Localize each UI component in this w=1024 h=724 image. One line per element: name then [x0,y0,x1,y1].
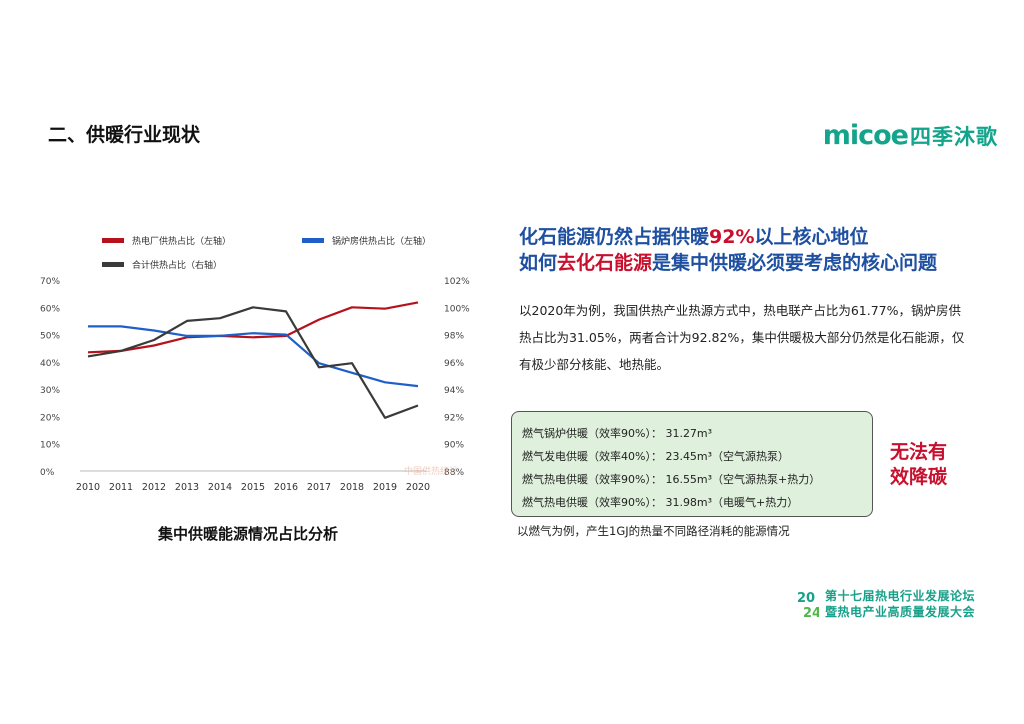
gas-consumption-box: 燃气锅炉供暖（效率90%）： 31.27m³ 燃气发电供暖（效率40%）： 23… [511,411,873,517]
y-left-tick-label: 10% [40,441,60,451]
headline-line-1: 化石能源仍然占据供暖92%以上核心地位 [519,224,937,250]
forum-title-line-2: 暨热电产业高质量发展大会 [825,605,976,619]
series-line-2 [88,325,419,388]
x-tick-label: 2011 [109,482,133,493]
y-left-tick-label: 20% [40,413,60,423]
y-left-tick-label: 70% [40,277,60,287]
x-tick-label: 2018 [340,482,364,493]
y-right-tick-label: 100% [444,304,470,314]
y-right-tick-label: 92% [444,413,464,423]
legend-swatch [102,238,124,243]
gas-row: 燃气热电供暖（效率90%）： 31.98m³（电暖气+热力） [522,496,799,509]
verdict-text: 无法有 效降碳 [890,440,980,490]
brand-logo-cn: 四季沐歌 [910,124,998,149]
gas-row: 燃气发电供暖（效率40%）： 23.45m³（空气源热泵） [522,450,790,463]
headline: 化石能源仍然占据供暖92%以上核心地位 如何去化石能源是集中供暖必须要考虑的核心… [519,224,937,276]
verdict-line: 无法有 [890,441,948,463]
summary-paragraph: 以2020年为例，我国供热产业热源方式中，热电联产占比为61.77%，锅炉房供热… [519,303,965,372]
x-tick-label: 2015 [241,482,265,493]
section-title: 二、供暖行业现状 [48,124,201,146]
gas-row: 燃气热电供暖（效率90%）： 16.55m³（空气源热泵+热力） [522,473,821,486]
x-tick-label: 2013 [175,482,199,493]
forum-title-line-1: 第十七届热电行业发展论坛 [825,589,976,603]
verdict-line: 效降碳 [890,466,948,488]
chart-caption: 集中供暖能源情况占比分析 [158,525,339,543]
brand-logo: micoe 四季沐歌 [823,120,998,151]
legend-label: 热电厂供热占比（左轴） [132,235,231,247]
y-left-tick-label: 50% [40,332,60,342]
x-tick-label: 2016 [274,482,298,493]
y-right-tick-label: 88% [444,468,464,478]
legend-label: 锅炉房供热占比（左轴） [332,235,431,247]
series-line-1 [87,301,419,354]
heating-share-chart: 0% 10% 20% 30% 40% 50% 60% 70% 88% 90% 92% 94% 96% 98… [40,226,480,516]
forum-year-bottom: 24 [803,606,819,621]
headline-line-2: 如何去化石能源是集中供暖必须要考虑的核心问题 [519,250,937,276]
brand-logo-latin: micoe [822,120,909,151]
chart-svg: 0% 10% 20% 30% 40% 50% 60% 70% 88% 90% 92% 94% 96% 98… [40,235,470,493]
y-left-tick-label: 40% [40,359,60,369]
forum-logo: 20 24 第十七届热电行业发展论坛 暨热电产业高质量发展大会 [797,588,976,621]
y-right-tick-label: 96% [444,359,464,369]
headline-highlight: 92% [709,226,755,248]
forum-year-top: 20 [797,591,815,606]
y-left-tick-label: 60% [40,304,60,314]
x-tick-label: 2017 [307,482,331,493]
headline-text: 化石能源仍然占据供暖 [519,226,710,248]
legend-label: 合计供热占比（右轴） [132,259,222,271]
forum-year-mark: 20 24 [797,589,821,621]
x-tick-label: 2020 [406,482,430,493]
series-line-3 [87,306,419,419]
headline-text: 如何 [519,252,558,274]
y-right-tick-label: 94% [444,386,464,396]
x-tick-label: 2014 [208,482,232,493]
headline-text: 是集中供暖必须要考虑的核心问题 [652,252,938,274]
x-tick-label: 2019 [373,482,397,493]
headline-highlight: 去化石能源 [557,252,653,274]
legend-swatch [302,238,324,243]
x-tick-label: 2010 [76,482,100,493]
y-right-tick-label: 102% [444,277,470,287]
legend-swatch [102,262,124,267]
chart-watermark: 中国供热统计 [404,465,458,477]
headline-text: 以上核心地位 [754,226,869,248]
gas-row: 燃气锅炉供暖（效率90%）： 31.27m³ [522,427,713,440]
y-right-tick-label: 90% [444,441,464,451]
gas-caption: 以燃气为例，产生1GJ的热量不同路径消耗的能源情况 [517,524,790,538]
x-tick-label: 2012 [142,482,166,493]
forum-year-icon: 20 24 [797,591,821,621]
y-left-tick-label: 0% [40,468,55,478]
y-right-tick-label: 98% [444,332,464,342]
y-left-tick-label: 30% [40,386,60,396]
